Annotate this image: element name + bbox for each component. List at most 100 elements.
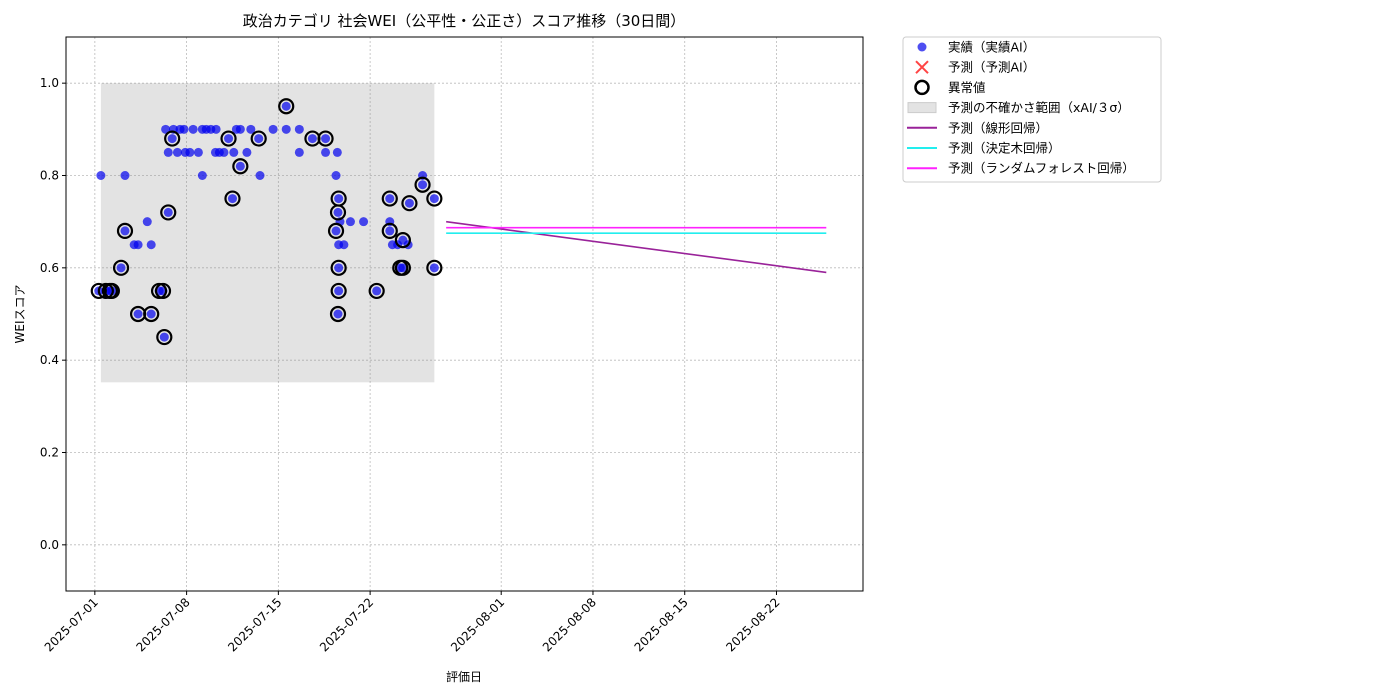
legend-label: 予測（予測AI）: [948, 60, 1035, 75]
x-tick-label: 2025-07-15: [225, 595, 284, 654]
legend-label: 予測（線形回帰）: [948, 120, 1048, 135]
x-axis: 2025-07-01 2025-07-08 2025-07-15 2025-07-22…: [42, 591, 783, 654]
actual-point: [185, 147, 195, 157]
plot-frame: [65, 36, 864, 592]
actual-point: [146, 309, 156, 319]
anomaly-marker: [394, 259, 411, 276]
actual-point: [179, 124, 189, 134]
anomaly-marker: [330, 259, 347, 276]
actual-point: [229, 147, 239, 157]
actual-point: [372, 286, 382, 296]
y-tick-label: 1.0: [40, 76, 59, 90]
x-tick-label: 2025-08-15: [632, 595, 691, 654]
anomaly-marker: [327, 222, 345, 239]
legend-frame: [902, 36, 1162, 183]
anomaly-marker: [164, 130, 181, 147]
actual-points: [94, 101, 439, 342]
actual-point: [334, 194, 344, 204]
legend-ring-icon: [914, 79, 930, 96]
forecast-lines: [446, 220, 827, 274]
actual-point: [294, 147, 304, 157]
legend-label: 予測（決定木回帰）: [948, 141, 1061, 156]
actual-point: [331, 171, 341, 180]
anomaly-marker: [143, 305, 160, 323]
y-tick-label: 0.4: [40, 353, 59, 367]
legend-patch-icon: [907, 102, 937, 114]
actual-point: [334, 286, 344, 296]
y-axis-label: WEIスコア: [13, 285, 27, 344]
y-tick-label: 0.0: [40, 538, 59, 552]
actual-point: [281, 124, 291, 134]
anomaly-marker: [368, 282, 385, 300]
chart-title: 政治カテゴリ 社会WEI（公平性・公正さ）スコア推移（30日間）: [243, 12, 686, 30]
actual-point: [429, 263, 439, 273]
anomaly-marker: [381, 190, 398, 207]
anomaly-marker: [112, 259, 130, 276]
actual-point: [429, 194, 439, 204]
y-tick-label: 0.8: [40, 169, 59, 183]
actual-point: [332, 147, 342, 157]
actual-point: [331, 226, 341, 236]
legend-dot-icon: [917, 42, 927, 52]
anomaly-marker: [329, 204, 347, 221]
actual-point: [345, 217, 355, 227]
legend-label: 異常値: [948, 80, 986, 95]
legend-label: 予測（ランダムフォレスト回帰）: [948, 161, 1135, 176]
x-tick-label: 2025-08-22: [723, 595, 782, 654]
actual-point: [133, 240, 143, 250]
actual-point: [146, 240, 156, 250]
x-tick-label: 2025-07-01: [42, 595, 101, 654]
anomaly-marker: [381, 222, 398, 239]
actual-point: [96, 171, 106, 180]
actual-point: [235, 124, 245, 134]
actual-point: [404, 198, 414, 208]
uncertainty-band: [100, 83, 435, 383]
actual-point: [172, 147, 182, 157]
actual-point: [255, 171, 265, 180]
anomaly-marker: [317, 130, 334, 147]
anomaly-marker: [330, 282, 347, 300]
actual-point: [197, 171, 207, 180]
actual-point: [116, 263, 126, 273]
anomaly-marker: [224, 190, 241, 207]
legend-label: 実績（実績AI）: [948, 40, 1035, 55]
actual-point: [254, 134, 264, 144]
anomaly-marker: [220, 130, 237, 147]
actual-point: [188, 124, 198, 134]
actual-point: [193, 147, 203, 157]
anomaly-marker: [154, 282, 172, 300]
actual-point: [398, 263, 408, 273]
actual-point: [120, 171, 130, 180]
actual-point: [142, 217, 152, 227]
actual-point: [159, 332, 169, 342]
anomaly-marker: [329, 305, 347, 323]
actual-point: [334, 263, 344, 273]
anomaly-marker: [394, 232, 411, 249]
actual-point: [224, 134, 234, 144]
anomaly-marker: [232, 158, 249, 175]
actual-point: [418, 180, 428, 190]
actual-point: [339, 240, 349, 250]
actual-point: [333, 207, 343, 217]
y-tick-label: 0.6: [40, 261, 59, 275]
x-tick-label: 2025-08-01: [448, 595, 507, 654]
anomaly-markers: [90, 98, 443, 346]
anomaly-marker: [156, 328, 173, 346]
actual-point: [307, 134, 317, 144]
anomaly-marker: [278, 98, 295, 115]
anomaly-marker: [414, 176, 431, 193]
forecast-line: [446, 220, 827, 274]
actual-point: [385, 194, 395, 204]
actual-point: [235, 161, 245, 171]
anomaly-marker: [160, 204, 177, 221]
x-tick-label: 2025-07-08: [133, 595, 192, 654]
actual-point: [133, 309, 143, 319]
actual-point: [161, 124, 171, 134]
actual-point: [321, 147, 331, 157]
anomaly-marker: [426, 259, 443, 276]
actual-point: [281, 101, 291, 111]
actual-point: [211, 124, 221, 134]
actual-point: [242, 147, 252, 157]
grid: [66, 37, 863, 591]
